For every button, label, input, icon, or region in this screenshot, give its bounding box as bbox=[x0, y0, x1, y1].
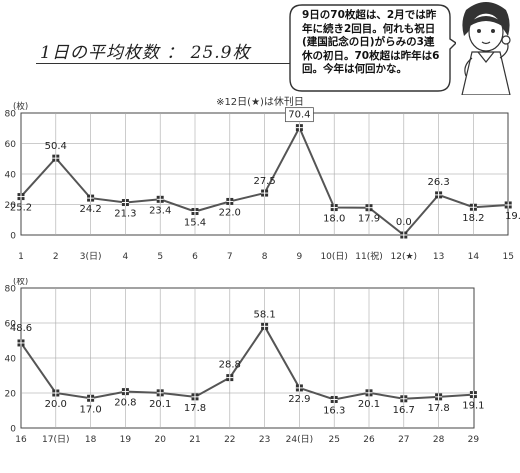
x-tick-label: 21 bbox=[189, 435, 200, 445]
page-title: 1日の平均枚数 ： 25.9枚 bbox=[40, 43, 251, 63]
x-tick-label: 29 bbox=[468, 435, 480, 445]
y-tick-label: 80 bbox=[5, 110, 17, 120]
title-underline bbox=[36, 63, 290, 64]
chart-bottom: 0 20 40 60 80(枚) 16 17(日) 18 19 20 21 22 23 24(日) 25 26… bbox=[5, 278, 485, 445]
x-tick-label: 2 bbox=[53, 252, 59, 262]
x-tick-label: 18 bbox=[85, 435, 97, 445]
data-label: 21.3 bbox=[114, 209, 136, 220]
x-tick-label: 17(日) bbox=[42, 434, 69, 445]
x-tick-label: 1 bbox=[18, 252, 24, 262]
data-label: 20.0 bbox=[45, 399, 67, 410]
highlight-label-box bbox=[284, 107, 314, 123]
x-tick-label: 22 bbox=[224, 435, 235, 445]
x-tick-label: 8 bbox=[262, 252, 268, 262]
data-label: 19.7 bbox=[505, 211, 520, 222]
data-label: 24.2 bbox=[79, 204, 101, 215]
y-tick-label: 60 bbox=[5, 320, 17, 330]
x-tick-label: 16 bbox=[15, 435, 27, 445]
series-line bbox=[20, 324, 474, 401]
y-tick-label: 20 bbox=[5, 390, 17, 400]
data-label: 18.0 bbox=[323, 214, 345, 225]
y-tick-label: 60 bbox=[5, 140, 17, 150]
data-label: 48.6 bbox=[10, 323, 32, 334]
data-label: 17.0 bbox=[79, 404, 101, 415]
x-tick-label: 9 bbox=[297, 252, 303, 262]
speech-bubble-text: 9日の70枚超は、2月では昨年に続き2回目。何れも祝日(建国記念の日)がらみの3… bbox=[302, 9, 440, 76]
data-label: 23.4 bbox=[149, 205, 171, 216]
speech-bubble bbox=[289, 4, 456, 92]
x-tick-label: 27 bbox=[398, 435, 409, 445]
data-label: 20.1 bbox=[358, 399, 380, 410]
y-tick-label: 20 bbox=[5, 201, 17, 211]
girl-illustration-icon bbox=[461, 2, 511, 95]
data-label: 20.8 bbox=[114, 398, 136, 409]
data-label: 50.4 bbox=[45, 141, 67, 152]
y-axis-label: (枚) bbox=[13, 101, 28, 112]
data-label: 16.3 bbox=[323, 405, 345, 416]
data-label: 25.2 bbox=[10, 203, 32, 214]
data-label: 16.7 bbox=[393, 405, 415, 416]
closure-note: ※12日(★)は休刊日 bbox=[216, 97, 304, 108]
y-tick-label: 80 bbox=[5, 285, 17, 295]
x-tick-label: 10(日) bbox=[320, 251, 347, 262]
x-tick-label: 14 bbox=[468, 252, 480, 262]
data-label: 22.0 bbox=[219, 207, 241, 218]
data-label: 19.1 bbox=[462, 401, 484, 412]
y-tick-label: 0 bbox=[10, 425, 16, 435]
x-tick-label: 5 bbox=[157, 252, 163, 262]
y-tick-label: 40 bbox=[5, 355, 17, 365]
chart-top: 0 20 40 60 80(枚) 1 2 3(日) 4 5 6 7 8 9 10(日) 11(祝) 12(★) 1… bbox=[5, 101, 520, 262]
data-label: 17.9 bbox=[358, 214, 380, 225]
data-label: 17.8 bbox=[184, 403, 206, 414]
x-tick-label: 20 bbox=[154, 435, 166, 445]
x-tick-label: 28 bbox=[433, 435, 445, 445]
data-label: 27.5 bbox=[253, 176, 275, 187]
x-tick-label: 26 bbox=[363, 435, 375, 445]
data-label: 17.8 bbox=[427, 403, 449, 414]
data-label: 58.1 bbox=[253, 309, 275, 320]
data-label: 22.9 bbox=[288, 394, 310, 405]
data-label: 26.3 bbox=[427, 177, 449, 188]
x-tick-label: 4 bbox=[123, 252, 129, 262]
data-label: 20.1 bbox=[149, 399, 171, 410]
y-tick-label: 40 bbox=[5, 171, 17, 181]
data-label: 18.2 bbox=[462, 213, 484, 224]
x-tick-label: 19 bbox=[120, 435, 132, 445]
data-label: 70.4 bbox=[288, 110, 310, 121]
x-tick-label: 25 bbox=[328, 435, 339, 445]
y-axis-label: (枚) bbox=[13, 278, 28, 287]
data-label: 28.8 bbox=[219, 360, 241, 371]
y-tick-label: 0 bbox=[10, 232, 16, 242]
x-tick-label: 24(日) bbox=[286, 434, 313, 445]
x-tick-label: 7 bbox=[227, 252, 233, 262]
x-tick-label: 23 bbox=[259, 435, 270, 445]
data-label: 15.4 bbox=[184, 218, 206, 229]
x-tick-label: 12(★) bbox=[391, 252, 418, 262]
x-tick-label: 11(祝) bbox=[355, 250, 382, 262]
x-tick-label: 3(日) bbox=[80, 251, 102, 262]
x-tick-label: 13 bbox=[433, 252, 444, 262]
x-tick-label: 15 bbox=[502, 252, 513, 262]
x-tick-label: 6 bbox=[192, 252, 198, 262]
data-label: 0.0 bbox=[396, 217, 412, 228]
